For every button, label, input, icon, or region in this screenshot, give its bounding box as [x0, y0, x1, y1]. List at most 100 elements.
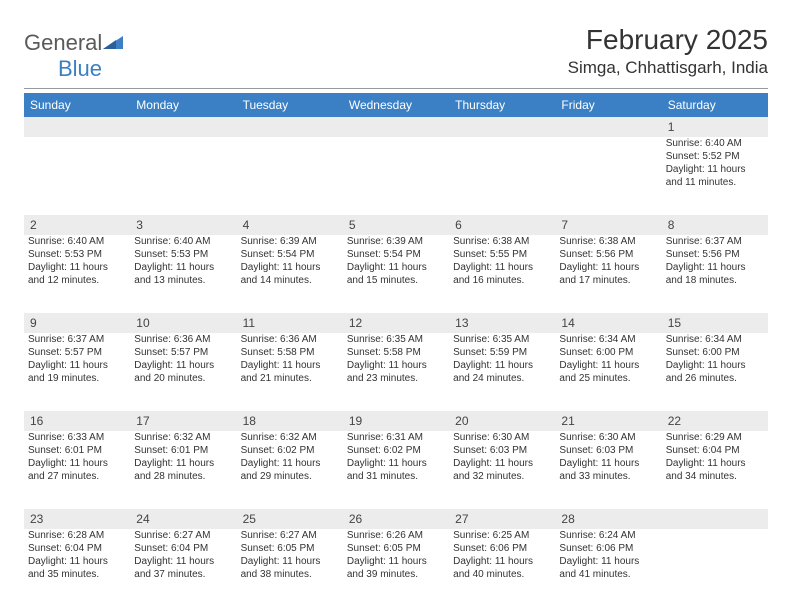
daylight-text: and 41 minutes.	[559, 568, 657, 581]
day-cell	[237, 137, 343, 215]
daylight-text: Daylight: 11 hours	[134, 359, 232, 372]
day-number: 20	[449, 411, 555, 431]
day-cell: Sunrise: 6:38 AMSunset: 5:56 PMDaylight:…	[555, 235, 661, 313]
daynum-row: 1	[24, 117, 768, 137]
logo-shape	[102, 30, 124, 56]
day-cell	[449, 137, 555, 215]
day-number: 18	[237, 411, 343, 431]
sunset-text: Sunset: 6:01 PM	[28, 444, 126, 457]
week-row: Sunrise: 6:33 AMSunset: 6:01 PMDaylight:…	[24, 431, 768, 509]
daynum-row: 2345678	[24, 215, 768, 235]
day-cell: Sunrise: 6:32 AMSunset: 6:02 PMDaylight:…	[237, 431, 343, 509]
day-cell: Sunrise: 6:29 AMSunset: 6:04 PMDaylight:…	[662, 431, 768, 509]
sunrise-text: Sunrise: 6:39 AM	[347, 235, 445, 248]
sunset-text: Sunset: 5:54 PM	[241, 248, 339, 261]
sunrise-text: Sunrise: 6:26 AM	[347, 529, 445, 542]
daylight-text: and 32 minutes.	[453, 470, 551, 483]
day-number	[130, 117, 236, 137]
sunset-text: Sunset: 5:55 PM	[453, 248, 551, 261]
week-row: Sunrise: 6:40 AMSunset: 5:53 PMDaylight:…	[24, 235, 768, 313]
day-cell: Sunrise: 6:39 AMSunset: 5:54 PMDaylight:…	[237, 235, 343, 313]
sunset-text: Sunset: 6:03 PM	[559, 444, 657, 457]
sunrise-text: Sunrise: 6:38 AM	[559, 235, 657, 248]
sunrise-text: Sunrise: 6:36 AM	[241, 333, 339, 346]
sunrise-text: Sunrise: 6:35 AM	[347, 333, 445, 346]
sunset-text: Sunset: 6:02 PM	[347, 444, 445, 457]
sunrise-text: Sunrise: 6:35 AM	[453, 333, 551, 346]
daylight-text: and 25 minutes.	[559, 372, 657, 385]
daylight-text: Daylight: 11 hours	[347, 555, 445, 568]
sunrise-text: Sunrise: 6:25 AM	[453, 529, 551, 542]
day-header: Friday	[555, 93, 661, 117]
logo-text: General Blue	[24, 30, 124, 82]
sunrise-text: Sunrise: 6:27 AM	[134, 529, 232, 542]
day-cell	[555, 137, 661, 215]
day-number: 2	[24, 215, 130, 235]
daylight-text: Daylight: 11 hours	[28, 457, 126, 470]
daylight-text: Daylight: 11 hours	[241, 261, 339, 274]
day-cell	[662, 529, 768, 607]
day-number: 1	[662, 117, 768, 137]
sunset-text: Sunset: 6:00 PM	[666, 346, 764, 359]
day-number: 10	[130, 313, 236, 333]
logo-word2: Blue	[58, 56, 102, 81]
day-number	[449, 117, 555, 137]
day-header-row: Sunday Monday Tuesday Wednesday Thursday…	[24, 93, 768, 117]
day-number: 25	[237, 509, 343, 529]
sunset-text: Sunset: 5:59 PM	[453, 346, 551, 359]
daylight-text: Daylight: 11 hours	[453, 261, 551, 274]
sunrise-text: Sunrise: 6:34 AM	[666, 333, 764, 346]
day-number: 5	[343, 215, 449, 235]
daylight-text: and 34 minutes.	[666, 470, 764, 483]
day-number: 8	[662, 215, 768, 235]
daylight-text: Daylight: 11 hours	[134, 555, 232, 568]
day-number: 24	[130, 509, 236, 529]
daylight-text: and 14 minutes.	[241, 274, 339, 287]
sunrise-text: Sunrise: 6:39 AM	[241, 235, 339, 248]
sunset-text: Sunset: 5:53 PM	[28, 248, 126, 261]
day-header: Tuesday	[237, 93, 343, 117]
sunrise-text: Sunrise: 6:27 AM	[241, 529, 339, 542]
sunset-text: Sunset: 6:06 PM	[453, 542, 551, 555]
day-cell: Sunrise: 6:39 AMSunset: 5:54 PMDaylight:…	[343, 235, 449, 313]
day-cell: Sunrise: 6:37 AMSunset: 5:56 PMDaylight:…	[662, 235, 768, 313]
day-number: 16	[24, 411, 130, 431]
daylight-text: Daylight: 11 hours	[559, 359, 657, 372]
sunset-text: Sunset: 6:02 PM	[241, 444, 339, 457]
sunset-text: Sunset: 5:52 PM	[666, 150, 764, 163]
day-number: 3	[130, 215, 236, 235]
day-cell: Sunrise: 6:37 AMSunset: 5:57 PMDaylight:…	[24, 333, 130, 411]
day-number: 4	[237, 215, 343, 235]
page-title: February 2025	[568, 24, 768, 56]
daylight-text: Daylight: 11 hours	[347, 457, 445, 470]
daynum-row: 16171819202122	[24, 411, 768, 431]
sunset-text: Sunset: 5:58 PM	[347, 346, 445, 359]
day-number: 14	[555, 313, 661, 333]
day-cell: Sunrise: 6:31 AMSunset: 6:02 PMDaylight:…	[343, 431, 449, 509]
daylight-text: Daylight: 11 hours	[347, 261, 445, 274]
sunset-text: Sunset: 5:56 PM	[559, 248, 657, 261]
daylight-text: Daylight: 11 hours	[666, 163, 764, 176]
divider	[24, 88, 768, 89]
day-number: 12	[343, 313, 449, 333]
daylight-text: and 37 minutes.	[134, 568, 232, 581]
week-row: Sunrise: 6:28 AMSunset: 6:04 PMDaylight:…	[24, 529, 768, 607]
sunset-text: Sunset: 6:06 PM	[559, 542, 657, 555]
sunrise-text: Sunrise: 6:32 AM	[241, 431, 339, 444]
sunset-text: Sunset: 6:03 PM	[453, 444, 551, 457]
daylight-text: Daylight: 11 hours	[241, 457, 339, 470]
sunrise-text: Sunrise: 6:36 AM	[134, 333, 232, 346]
daylight-text: Daylight: 11 hours	[453, 457, 551, 470]
day-cell: Sunrise: 6:24 AMSunset: 6:06 PMDaylight:…	[555, 529, 661, 607]
day-number	[343, 117, 449, 137]
daylight-text: and 29 minutes.	[241, 470, 339, 483]
sunrise-text: Sunrise: 6:38 AM	[453, 235, 551, 248]
day-number: 11	[237, 313, 343, 333]
daylight-text: and 24 minutes.	[453, 372, 551, 385]
day-cell: Sunrise: 6:34 AMSunset: 6:00 PMDaylight:…	[555, 333, 661, 411]
day-number: 27	[449, 509, 555, 529]
title-block: February 2025 Simga, Chhattisgarh, India	[568, 24, 768, 78]
day-cell: Sunrise: 6:38 AMSunset: 5:55 PMDaylight:…	[449, 235, 555, 313]
sunrise-text: Sunrise: 6:24 AM	[559, 529, 657, 542]
day-cell	[343, 137, 449, 215]
